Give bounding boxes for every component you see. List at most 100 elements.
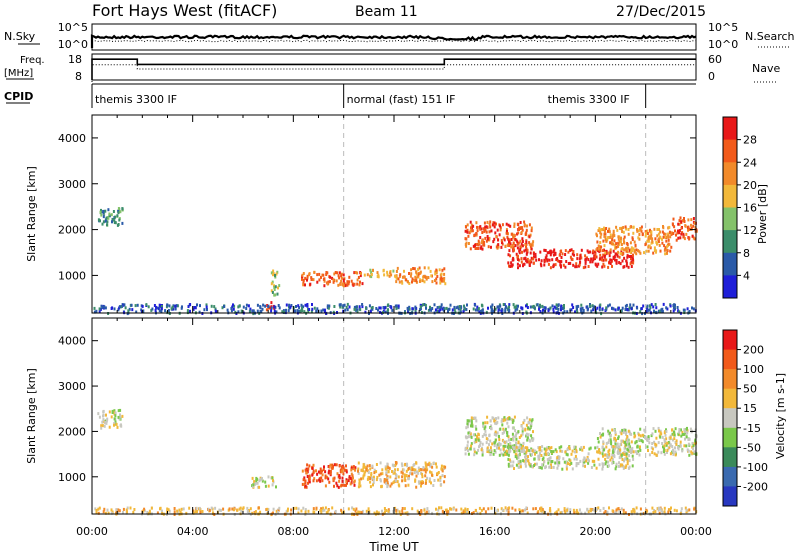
data-cell	[324, 476, 327, 480]
data-cell	[679, 216, 682, 220]
data-cell	[620, 432, 623, 436]
data-cell	[612, 447, 615, 451]
data-cell	[535, 462, 538, 466]
data-cell	[441, 469, 444, 473]
data-cell	[608, 230, 611, 234]
data-cell	[474, 308, 477, 312]
data-cell	[205, 305, 208, 309]
data-cell	[429, 464, 432, 468]
data-cell	[143, 507, 146, 511]
data-cell	[386, 475, 389, 479]
data-cell	[528, 427, 531, 431]
freq-tick-bottom: 8	[75, 70, 82, 83]
data-cell	[510, 245, 513, 249]
data-cell	[401, 511, 404, 515]
data-cell	[387, 508, 390, 512]
data-cell	[656, 234, 659, 238]
data-cell	[664, 235, 667, 239]
data-cell	[552, 307, 555, 311]
data-cell	[518, 258, 521, 262]
data-cell	[424, 470, 427, 474]
data-cell	[569, 462, 571, 466]
data-cell	[534, 507, 537, 511]
data-cell	[350, 466, 353, 470]
data-cell	[518, 228, 520, 231]
data-cell	[582, 309, 585, 312]
data-cell	[339, 303, 342, 307]
data-cell	[653, 452, 656, 456]
data-cell	[599, 257, 602, 261]
data-cell	[644, 234, 647, 238]
data-cell	[543, 258, 546, 262]
data-cell	[102, 409, 105, 413]
data-cell	[667, 232, 670, 236]
data-cell	[455, 508, 458, 512]
data-cell	[643, 251, 645, 255]
data-cell	[631, 256, 634, 260]
data-cell	[627, 466, 630, 470]
data-cell	[403, 478, 406, 482]
data-cell	[691, 306, 693, 310]
data-cell	[315, 479, 318, 483]
data-cell	[560, 308, 562, 312]
data-cell	[468, 419, 471, 423]
data-cell	[522, 445, 524, 448]
data-cell	[121, 414, 124, 418]
data-cell	[523, 249, 526, 253]
data-cell	[642, 304, 645, 308]
data-cell	[590, 257, 593, 261]
x-axis-label: Time UT	[368, 540, 419, 554]
data-cell	[511, 445, 514, 449]
data-cell	[98, 415, 101, 419]
data-cell	[600, 228, 603, 231]
data-cell	[415, 485, 418, 489]
data-cell	[340, 511, 343, 515]
data-cell	[678, 310, 681, 314]
data-cell	[119, 413, 121, 417]
data-cell	[199, 304, 201, 308]
data-cell	[647, 249, 650, 253]
data-cell	[158, 303, 161, 307]
data-cell	[395, 270, 398, 273]
data-cell	[484, 429, 487, 433]
data-cell	[633, 431, 636, 435]
data-cell	[631, 464, 634, 468]
data-cell	[658, 429, 660, 433]
data-cell	[99, 307, 102, 311]
data-cell	[309, 282, 312, 286]
data-cell	[537, 454, 540, 458]
data-cell	[513, 415, 516, 419]
data-cell	[262, 303, 265, 307]
data-cell	[643, 428, 646, 432]
data-cell	[411, 280, 413, 284]
data-cell	[496, 431, 499, 435]
data-cell	[517, 258, 519, 261]
data-cell	[628, 431, 631, 435]
data-cell	[481, 434, 484, 438]
data-cell	[320, 275, 322, 279]
data-cell	[599, 451, 602, 455]
data-cell	[677, 222, 680, 226]
data-cell	[602, 262, 605, 266]
data-cell	[524, 459, 527, 463]
data-cell	[618, 445, 621, 449]
data-cell	[609, 258, 612, 262]
data-cell	[592, 249, 595, 253]
data-cell	[511, 432, 514, 436]
data-cell	[377, 275, 380, 279]
data-cell	[238, 304, 241, 308]
data-cell	[506, 417, 508, 421]
nave-tick-top: 60	[708, 53, 722, 66]
data-cell	[170, 307, 173, 311]
data-cell	[563, 507, 566, 511]
data-cell	[422, 303, 425, 307]
data-cell	[648, 244, 651, 248]
data-cell	[476, 305, 479, 309]
colorbar-tick-label: 12	[743, 224, 757, 237]
data-cell	[593, 254, 596, 258]
data-cell	[597, 450, 600, 454]
data-cell	[439, 281, 442, 285]
data-cell	[327, 280, 330, 284]
data-cell	[95, 511, 98, 515]
data-cell	[119, 415, 122, 419]
